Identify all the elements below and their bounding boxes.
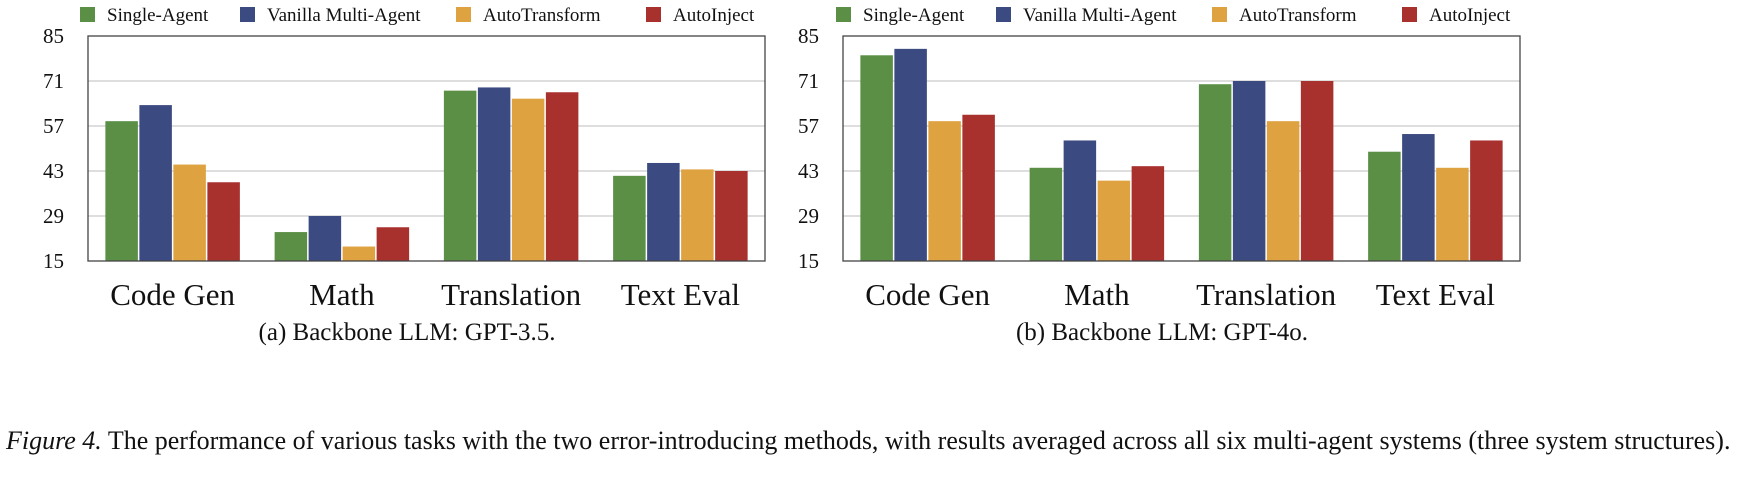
bar [894, 48, 927, 261]
figure-caption: Figure 4. The performance of various tas… [6, 423, 1734, 458]
y-tick-label: 71 [798, 69, 819, 93]
x-category-label: Text Eval [1376, 277, 1495, 312]
y-tick-label: 71 [43, 69, 64, 93]
bar [1029, 167, 1063, 261]
bar [928, 121, 961, 261]
bar [681, 169, 714, 261]
bar [1402, 134, 1435, 261]
bar [139, 105, 172, 261]
legend-label: Vanilla Multi-Agent [1023, 5, 1177, 26]
y-tick-label: 43 [43, 159, 64, 183]
legend-label: AutoInject [1429, 5, 1511, 26]
legend-label: AutoTransform [1239, 5, 1357, 26]
bar [105, 121, 138, 261]
plot-frame [87, 35, 766, 262]
caption-text: The performance of various tasks with th… [101, 426, 1731, 455]
legend-label: Single-Agent [863, 5, 965, 26]
y-tick-label: 29 [798, 204, 819, 228]
bar [1131, 166, 1165, 261]
legend-swatch [1402, 7, 1417, 22]
bar [511, 98, 545, 261]
subfigure-title: (b) Backbone LLM: GPT-4o. [1016, 319, 1308, 346]
bar [715, 171, 748, 261]
bar [274, 232, 308, 261]
y-tick-label: 57 [43, 114, 64, 138]
x-category-label: Math [309, 277, 375, 312]
legend-swatch [456, 7, 471, 22]
x-category-label: Translation [441, 277, 582, 312]
y-tick-label: 15 [798, 249, 819, 273]
bar [1300, 81, 1334, 261]
y-tick-label: 29 [43, 204, 64, 228]
legend-swatch [240, 7, 255, 22]
bar [342, 246, 376, 261]
legend-label: AutoInject [673, 5, 755, 26]
bar [613, 175, 646, 261]
bar [308, 216, 342, 261]
plot-frame [842, 35, 1521, 262]
bar [173, 164, 206, 261]
caption-label: Figure 4. [6, 426, 102, 455]
y-tick-label: 85 [798, 24, 819, 48]
bar [376, 227, 410, 261]
legend-label: Single-Agent [107, 5, 209, 26]
y-tick-label: 57 [798, 114, 819, 138]
chart-panel-1: Single-Agent Vanilla Multi-Agent AutoTrans… [43, 5, 766, 346]
legend-swatch [836, 7, 851, 22]
legend-swatch [80, 7, 95, 22]
chart-panel-2: Single-Agent Vanilla Multi-Agent AutoTrans… [798, 5, 1521, 346]
x-category-label: Translation [1196, 277, 1337, 312]
x-category-label: Text Eval [621, 277, 740, 312]
bar [1470, 140, 1503, 261]
legend-swatch [646, 7, 661, 22]
subfigure-title: (a) Backbone LLM: GPT-3.5. [259, 319, 556, 346]
y-tick-label: 43 [798, 159, 819, 183]
legend-label: AutoTransform [483, 5, 601, 26]
bar [1097, 180, 1131, 261]
bar [477, 87, 511, 261]
bar [1232, 81, 1266, 261]
bar [443, 90, 477, 262]
bar [962, 114, 995, 261]
bar [1266, 121, 1300, 261]
y-tick-label: 15 [43, 249, 64, 273]
bar [1436, 167, 1469, 261]
figure-canvas: Single-Agent Vanilla Multi-Agent AutoTrans… [43, 5, 1521, 346]
x-category-label: Code Gen [110, 277, 235, 312]
bar [860, 55, 893, 262]
bar [1063, 140, 1097, 261]
bar [647, 162, 680, 261]
x-category-label: Math [1064, 277, 1130, 312]
x-category-label: Code Gen [865, 277, 990, 312]
bar [545, 92, 579, 261]
legend-label: Vanilla Multi-Agent [267, 5, 421, 26]
bar [1198, 84, 1232, 261]
y-tick-label: 85 [43, 24, 64, 48]
bar [207, 182, 240, 261]
bar [1368, 151, 1401, 261]
legend-swatch [1212, 7, 1227, 22]
legend-swatch [996, 7, 1011, 22]
